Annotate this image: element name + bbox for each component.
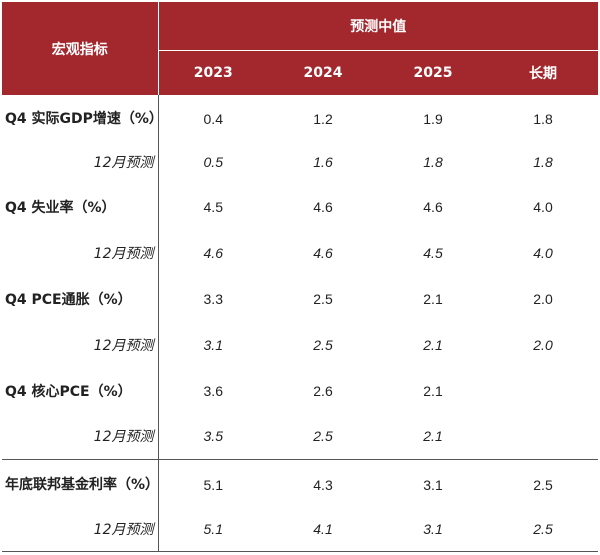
table-cell	[488, 414, 598, 459]
row-label-december-forecast: 12月预测	[2, 414, 159, 459]
table-row: Q4 核心PCE（%） 3.6 2.6 2.1	[2, 367, 598, 414]
table-cell: 5.1	[158, 458, 268, 507]
table-cell: 2.5	[313, 336, 333, 353]
row-label-fed-funds-rate: 年底联邦基金利率（%）	[2, 458, 159, 507]
table-cell: 4.6	[423, 199, 443, 215]
table-cell: 1.8	[423, 153, 443, 170]
table-cell: 2.5	[488, 507, 598, 552]
table-cell: 3.6	[203, 382, 223, 399]
table-cell: 2.1	[423, 336, 443, 353]
table-cell: 4.3	[268, 458, 378, 507]
column-header-2024: 2024	[268, 50, 378, 95]
table-cell: 3.1	[378, 507, 488, 552]
row-label-december-forecast: 12月预测	[2, 507, 159, 552]
table-cell: 2.6	[313, 382, 333, 399]
median-forecast-header: 预测中值	[158, 2, 598, 51]
table-cell: 3.3	[203, 291, 223, 307]
table-cell: 3.5	[203, 428, 223, 445]
table-cell: 4.0	[533, 245, 553, 261]
table-cell: 1.6	[313, 153, 333, 170]
table-cell: 1.8	[533, 110, 553, 127]
row-label-pce-inflation: Q4 PCE通胀（%）	[2, 276, 159, 322]
table-row: 12月预测 4.6 4.6 4.5 4.0	[2, 230, 598, 276]
column-header-long-run: 长期	[488, 50, 598, 95]
table-cell: 2.5	[488, 458, 598, 507]
row-label-december-forecast: 12月预测	[2, 139, 159, 184]
table-cell	[488, 367, 598, 414]
table-cell: 0.5	[203, 153, 223, 170]
table-cell: 4.5	[423, 245, 443, 261]
table-cell: 0.4	[203, 110, 223, 127]
table-header: 宏观指标 预测中值 2023 2024 2025 长期	[2, 2, 598, 95]
table-cell: 3.1	[203, 336, 223, 353]
table-row: 12月预测 5.1 4.1 3.1 2.5	[2, 507, 598, 552]
row-label-unemployment: Q4 失业率（%）	[2, 184, 159, 230]
table-cell: 1.8	[533, 153, 553, 170]
column-header-2025: 2025	[378, 50, 488, 95]
table-cell: 4.6	[313, 245, 333, 261]
indicator-header: 宏观指标	[2, 2, 159, 95]
table-cell: 4.5	[203, 199, 223, 215]
table-cell: 3.1	[378, 458, 488, 507]
table-cell: 4.6	[203, 245, 223, 261]
table-row: 12月预测 3.5 2.5 2.1	[2, 414, 598, 459]
row-label-core-pce: Q4 核心PCE（%）	[2, 367, 159, 414]
table-cell: 2.5	[313, 291, 333, 307]
row-label-december-forecast: 12月预测	[2, 230, 159, 276]
table-cell: 2.1	[423, 428, 443, 445]
column-header-2023: 2023	[158, 50, 268, 95]
table-cell: 5.1	[158, 507, 268, 552]
table-cell: 4.6	[313, 199, 333, 215]
table-cell: 2.1	[423, 291, 443, 307]
table-cell: 2.1	[423, 382, 443, 399]
table-cell: 1.9	[423, 110, 443, 127]
table-cell: 2.0	[533, 336, 553, 353]
table-body: Q4 实际GDP增速（%） 0.4 1.2 1.9 1.8 12月预测 0.5 …	[2, 95, 598, 552]
table-row: Q4 PCE通胀（%） 3.3 2.5 2.1 2.0	[2, 276, 598, 322]
table-cell: 2.0	[533, 291, 553, 307]
table-row: 12月预测 3.1 2.5 2.1 2.0	[2, 322, 598, 367]
table-cell: 1.2	[313, 110, 333, 127]
row-label-gdp: Q4 实际GDP增速（%）	[2, 95, 163, 139]
row-label-december-forecast: 12月预测	[2, 322, 159, 367]
table-row: 年底联邦基金利率（%） 5.1 4.3 3.1 2.5	[2, 458, 598, 507]
table-row: 12月预测 0.5 1.6 1.8 1.8	[2, 139, 598, 184]
table-row: Q4 失业率（%） 4.5 4.6 4.6 4.0	[2, 184, 598, 230]
table-cell: 2.5	[313, 428, 333, 445]
table-cell: 4.0	[533, 199, 553, 215]
table-cell: 4.1	[268, 507, 378, 552]
table-row: Q4 实际GDP增速（%） 0.4 1.2 1.9 1.8	[2, 95, 598, 139]
